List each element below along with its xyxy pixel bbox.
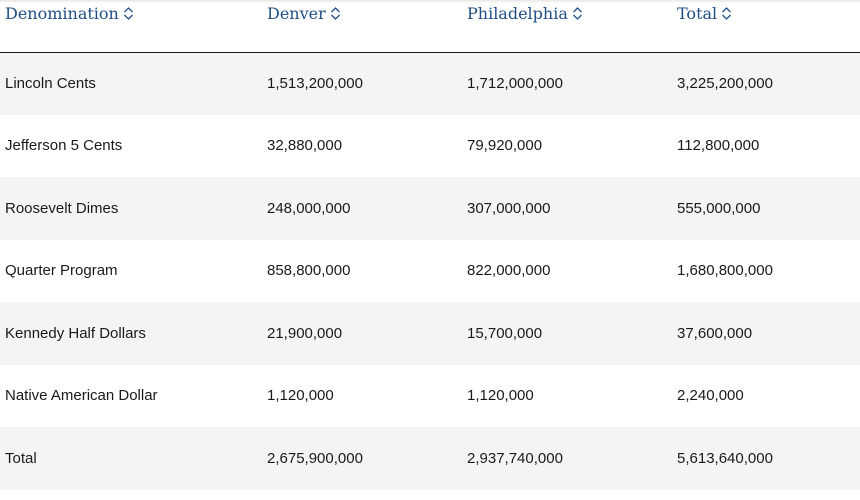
sort-up-down-icon bbox=[123, 6, 134, 21]
sort-total-button[interactable]: Total bbox=[677, 4, 732, 23]
header-row: Denomination Denver Philadelphia bbox=[0, 0, 860, 53]
cell-philadelphia: 79,920,000 bbox=[462, 114, 672, 177]
cell-denver: 1,120,000 bbox=[262, 364, 462, 427]
column-header-philadelphia[interactable]: Philadelphia bbox=[462, 0, 672, 53]
sort-up-down-icon bbox=[330, 6, 341, 21]
table-row: Lincoln Cents 1,513,200,000 1,712,000,00… bbox=[0, 52, 860, 115]
cell-denver: 858,800,000 bbox=[262, 239, 462, 302]
column-header-label: Denomination bbox=[5, 4, 119, 23]
cell-total: 3,225,200,000 bbox=[672, 52, 860, 115]
column-header-label: Philadelphia bbox=[467, 4, 568, 23]
column-header-total[interactable]: Total bbox=[672, 0, 860, 53]
table-header: Denomination Denver Philadelphia bbox=[0, 0, 860, 53]
cell-philadelphia: 1,120,000 bbox=[462, 364, 672, 427]
sort-up-down-icon bbox=[721, 6, 732, 21]
column-header-label: Denver bbox=[267, 4, 326, 23]
cell-total: 1,680,800,000 bbox=[672, 239, 860, 302]
cell-denver: 248,000,000 bbox=[262, 177, 462, 240]
cell-denver: 2,675,900,000 bbox=[262, 427, 462, 490]
cell-total: 37,600,000 bbox=[672, 302, 860, 365]
table-row: Quarter Program 858,800,000 822,000,000 … bbox=[0, 239, 860, 302]
table-row: Roosevelt Dimes 248,000,000 307,000,000 … bbox=[0, 177, 860, 240]
cell-denver: 21,900,000 bbox=[262, 302, 462, 365]
cell-denomination: Kennedy Half Dollars bbox=[0, 302, 262, 365]
cell-philadelphia: 307,000,000 bbox=[462, 177, 672, 240]
cell-denomination: Lincoln Cents bbox=[0, 52, 262, 115]
sort-denver-button[interactable]: Denver bbox=[267, 4, 341, 23]
cell-denomination: Total bbox=[0, 427, 262, 490]
table-body: Lincoln Cents 1,513,200,000 1,712,000,00… bbox=[0, 52, 860, 490]
sort-up-down-icon bbox=[572, 6, 583, 21]
table-row: Kennedy Half Dollars 21,900,000 15,700,0… bbox=[0, 302, 860, 365]
cell-total: 2,240,000 bbox=[672, 364, 860, 427]
sort-denomination-button[interactable]: Denomination bbox=[5, 4, 134, 23]
cell-denver: 32,880,000 bbox=[262, 114, 462, 177]
cell-denomination: Jefferson 5 Cents bbox=[0, 114, 262, 177]
cell-total: 5,613,640,000 bbox=[672, 427, 860, 490]
cell-denomination: Roosevelt Dimes bbox=[0, 177, 262, 240]
cell-denomination: Quarter Program bbox=[0, 239, 262, 302]
cell-total: 112,800,000 bbox=[672, 114, 860, 177]
cell-philadelphia: 15,700,000 bbox=[462, 302, 672, 365]
table-row: Native American Dollar 1,120,000 1,120,0… bbox=[0, 364, 860, 427]
column-header-label: Total bbox=[677, 4, 718, 23]
table-row: Jefferson 5 Cents 32,880,000 79,920,000 … bbox=[0, 114, 860, 177]
cell-philadelphia: 822,000,000 bbox=[462, 239, 672, 302]
cell-denomination: Native American Dollar bbox=[0, 364, 262, 427]
cell-philadelphia: 1,712,000,000 bbox=[462, 52, 672, 115]
cell-total: 555,000,000 bbox=[672, 177, 860, 240]
table-row-total: Total 2,675,900,000 2,937,740,000 5,613,… bbox=[0, 427, 860, 490]
column-header-denver[interactable]: Denver bbox=[262, 0, 462, 53]
cell-denver: 1,513,200,000 bbox=[262, 52, 462, 115]
sort-philadelphia-button[interactable]: Philadelphia bbox=[467, 4, 583, 23]
column-header-denomination[interactable]: Denomination bbox=[0, 0, 262, 53]
cell-philadelphia: 2,937,740,000 bbox=[462, 427, 672, 490]
